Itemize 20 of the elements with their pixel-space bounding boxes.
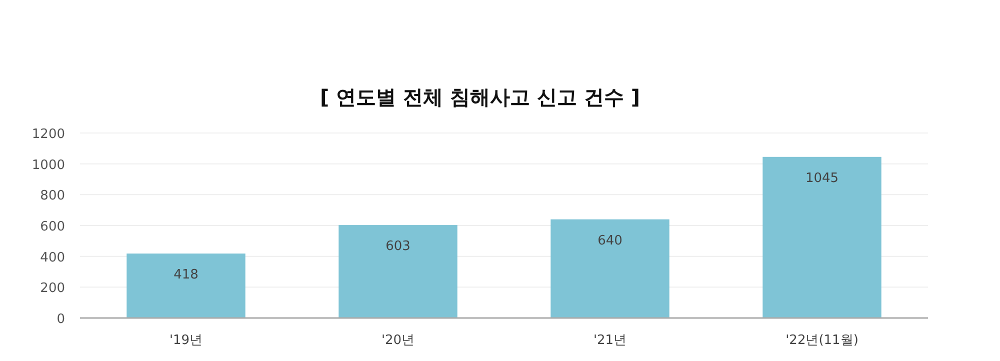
data-label: 640: [598, 233, 622, 248]
y-tick-label: 600: [40, 220, 65, 234]
y-tick-label: 0: [56, 312, 65, 327]
x-tick-label: '22년(11월): [786, 333, 858, 348]
data-label: 1045: [805, 170, 839, 186]
y-tick-label: 1200: [32, 127, 65, 142]
bar: [338, 225, 458, 318]
bar: [550, 219, 670, 318]
bar: [762, 156, 882, 318]
x-tick-label: '21년: [593, 333, 627, 348]
y-tick-label: 800: [40, 188, 65, 204]
y-tick-label: 200: [40, 281, 65, 296]
data-label: 418: [174, 268, 198, 283]
bar: [126, 254, 246, 318]
x-tick-label: '20년: [381, 333, 415, 348]
x-tick-label: '19년: [169, 333, 203, 348]
chart-title: [ 연도별 전체 침해사고 신고 건수 ]: [320, 85, 640, 109]
y-tick-label: 1000: [32, 158, 65, 173]
y-tick-label: 400: [40, 250, 65, 266]
data-label: 603: [386, 239, 410, 254]
